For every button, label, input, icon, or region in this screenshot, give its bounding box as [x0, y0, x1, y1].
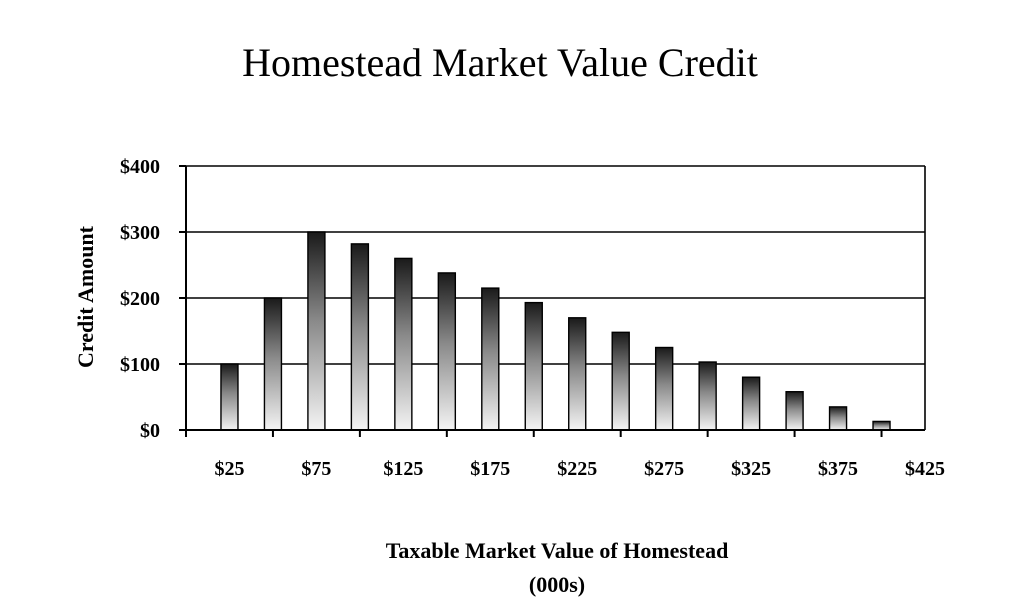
bar — [481, 287, 500, 431]
x-tick-label: $225 — [557, 458, 597, 480]
bar — [872, 420, 891, 431]
y-tick-label: $0 — [140, 420, 160, 442]
x-tick-label: $125 — [383, 458, 423, 480]
x-tick-label: $175 — [470, 458, 510, 480]
bar — [307, 231, 326, 431]
x-axis-label: Taxable Market Value of Homestead — [386, 538, 729, 563]
x-tick-label: $425 — [905, 458, 945, 480]
bar — [828, 406, 848, 431]
x-axis-label-units: (000s) — [529, 572, 585, 597]
y-tick-label: $100 — [120, 354, 160, 376]
bar — [611, 331, 630, 431]
bar — [263, 297, 283, 431]
x-tick-label: $325 — [731, 458, 771, 480]
y-tick-label: $200 — [120, 288, 160, 310]
y-axis-label: Credit Amount — [73, 225, 98, 368]
bar — [568, 317, 587, 431]
y-tick-label: $400 — [120, 156, 160, 178]
bar — [350, 243, 370, 431]
bar — [785, 391, 804, 431]
bar — [524, 301, 543, 431]
bar — [741, 376, 761, 431]
bar — [698, 361, 717, 431]
bar — [654, 346, 674, 431]
x-tick-label: $275 — [644, 458, 684, 480]
bar — [220, 363, 239, 431]
x-tick-label: $75 — [301, 458, 331, 480]
bar — [394, 257, 413, 431]
x-tick-label: $375 — [818, 458, 858, 480]
bars — [220, 231, 891, 431]
axes — [179, 165, 925, 437]
bar — [437, 272, 457, 431]
y-tick-label: $300 — [120, 222, 160, 244]
chart-title: Homestead Market Value Credit — [242, 40, 758, 85]
x-tick-labels: $25 $75 $125 $175 $225 $275 $325 $375 $425 — [214, 458, 945, 480]
y-tick-labels: $0 $100 $200 $300 $400 — [120, 156, 160, 442]
grid-lines — [186, 165, 926, 430]
x-tick-label: $25 — [214, 458, 244, 480]
